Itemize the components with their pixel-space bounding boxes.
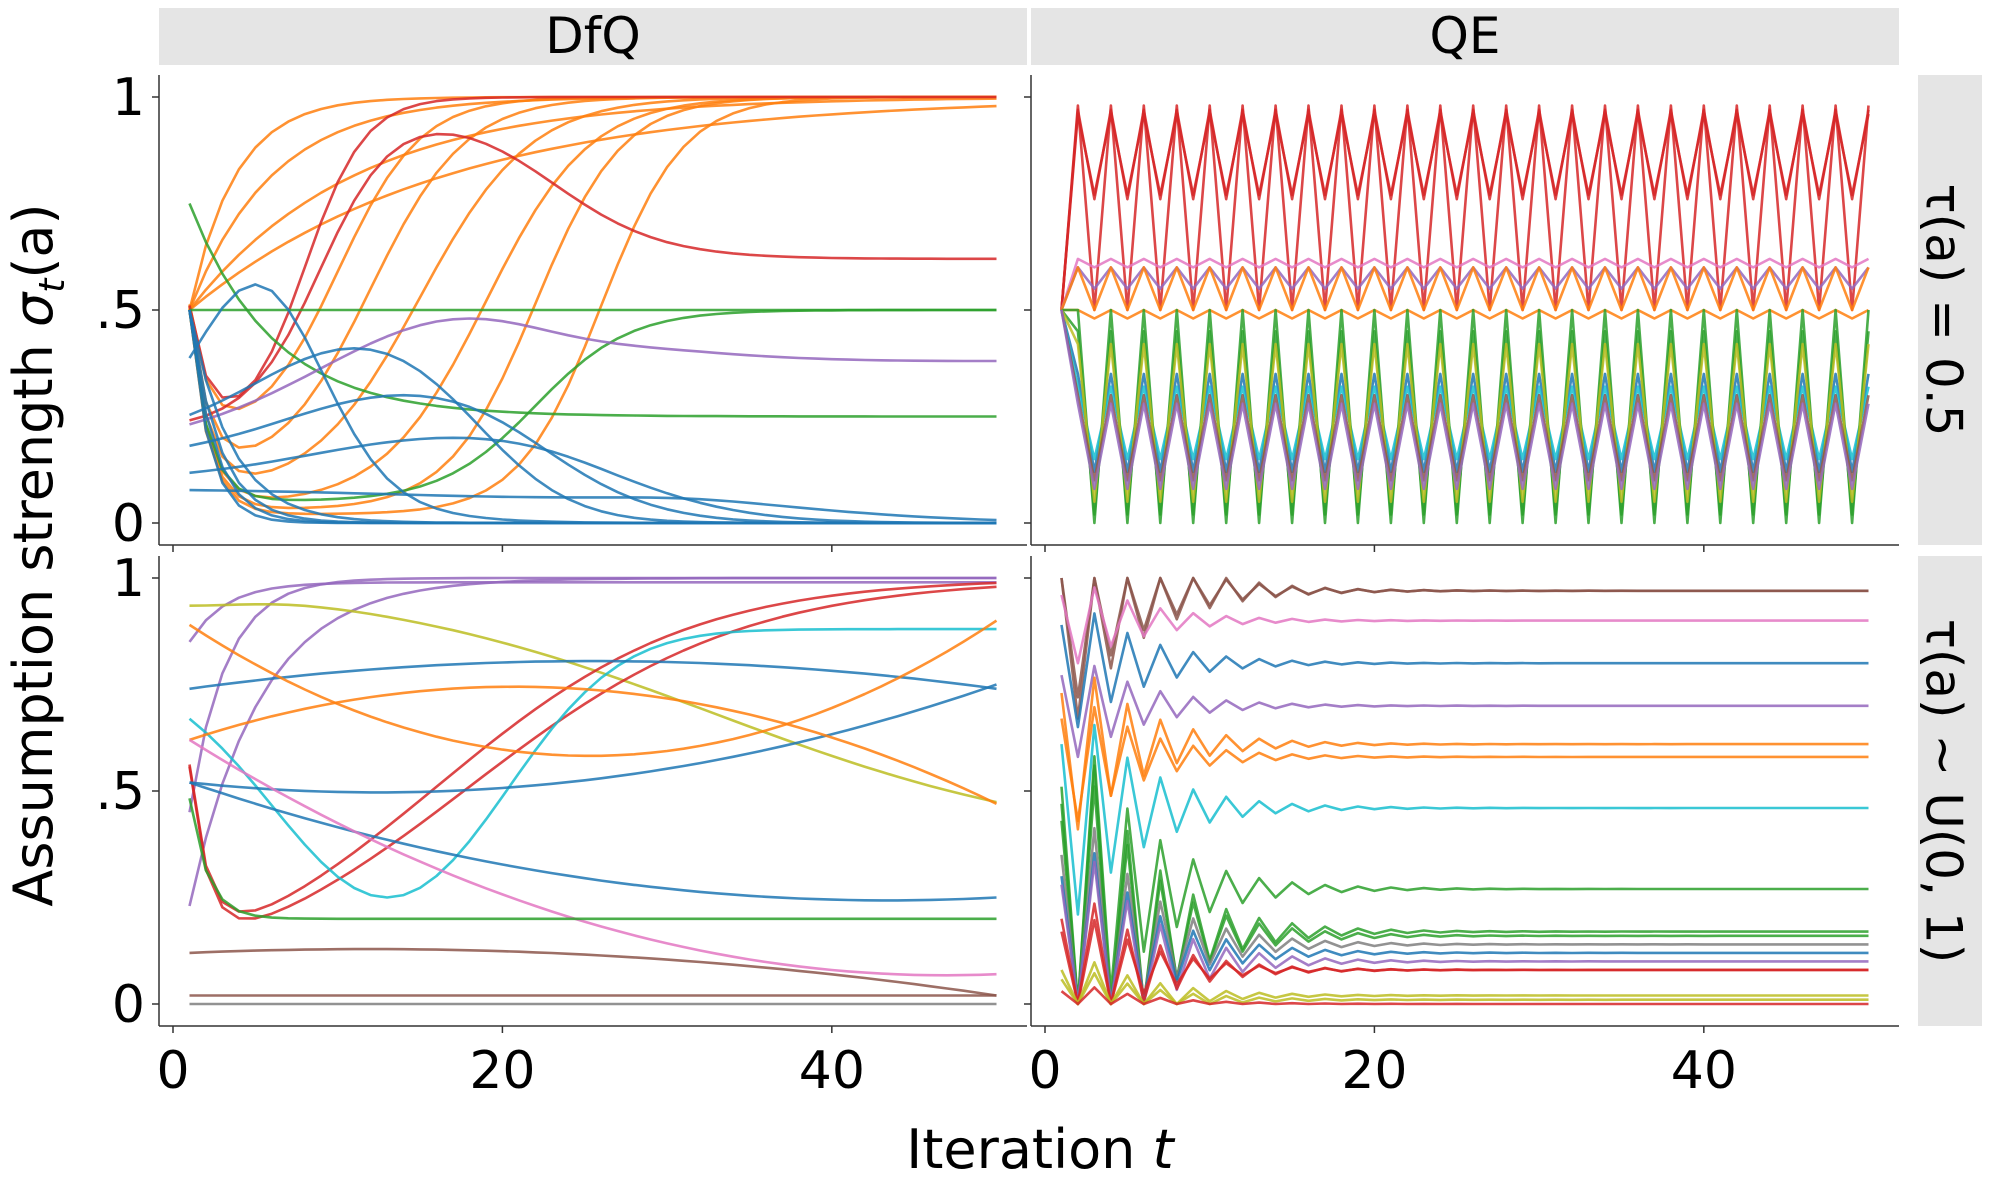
x-axis-title: Iteration t: [906, 1118, 1175, 1181]
panel-qe-fixed: [1024, 75, 1899, 552]
strip-col-qe: QE: [1430, 7, 1501, 65]
series-line: [188, 627, 997, 899]
series-line: [1060, 971, 1869, 1006]
series-line: [1060, 960, 1869, 1006]
series-line: [188, 95, 997, 499]
series-line: [1060, 104, 1870, 312]
series-line: [188, 95, 997, 510]
series-line: [1060, 754, 1869, 1006]
series-line: [188, 798, 997, 921]
series-line: [1060, 826, 1869, 1006]
series-line: [188, 619, 998, 758]
y-axis-title: Assumption strength σt(a): [2, 203, 73, 906]
series-line: [188, 581, 997, 913]
series-line: [188, 95, 997, 311]
series-line: [1060, 309, 1870, 491]
x-tick-label: 0: [1028, 1041, 1061, 1101]
series-line: [1060, 266, 1870, 312]
series-line: [189, 781, 997, 902]
strip-col-dfq: DfQ: [545, 7, 640, 65]
strip-row-fixed: τ(a) = 0.5: [1915, 184, 1973, 437]
x-axis-title-text: Iteration: [906, 1118, 1152, 1181]
series-line: [188, 104, 997, 312]
series-line: [1060, 612, 1869, 729]
series-line: [1060, 309, 1870, 482]
series-line: [188, 95, 997, 516]
series-line: [189, 488, 997, 522]
series-line: [188, 738, 997, 977]
series-line: [189, 947, 997, 997]
series-line: [1060, 112, 1870, 311]
series-line: [1060, 918, 1869, 1006]
series-line: [189, 132, 997, 422]
series-line: [1060, 586, 1869, 665]
series-line: [188, 283, 997, 525]
y-tick-label: 0: [112, 494, 145, 554]
x-axis-title-var: t: [1153, 1118, 1176, 1181]
series-line: [1060, 723, 1869, 916]
panel-qe-uniform: 0 20 40: [1024, 556, 1899, 1101]
series-line: [1061, 308, 1870, 320]
series-line: [1060, 705, 1869, 823]
x-tick-label: 20: [1341, 1041, 1407, 1101]
series-line: [1060, 785, 1869, 1006]
series-line: [1060, 576, 1869, 720]
y-axis-title-arg: (a): [2, 203, 65, 278]
y-tick-label: .5: [95, 762, 145, 822]
strip-row-uniform: τ(a) ~ U(0, 1): [1915, 619, 1973, 963]
x-tick-label: 40: [799, 1041, 865, 1101]
y-axis-title-symbol: σ: [2, 291, 65, 327]
series-line: [1060, 676, 1869, 831]
strip-col-qe-bg: [1031, 8, 1899, 65]
series-line: [188, 97, 997, 311]
y-tick-label: .5: [95, 281, 145, 341]
series-line: [1060, 257, 1870, 311]
series-line: [188, 95, 997, 311]
series-line: [1060, 576, 1869, 699]
series-line: [189, 659, 997, 691]
series-line: [189, 317, 997, 426]
series-line: [188, 585, 997, 920]
panel-dfq-fixed: 0.51: [95, 68, 1027, 554]
strip-row-uniform-bg: [1918, 556, 1982, 1026]
series-line: [188, 576, 997, 813]
x-tick-label: 0: [156, 1041, 189, 1101]
x-tick-label: 40: [1671, 1041, 1737, 1101]
series-line: [189, 436, 997, 525]
series-line: [1060, 986, 1869, 1006]
y-tick-label: 1: [112, 549, 145, 609]
series-line: [189, 602, 997, 804]
panel-dfq-uniform: 0 .5 1 0 20 40: [95, 549, 1027, 1101]
series-line: [188, 580, 997, 643]
series-line: [188, 95, 997, 449]
y-tick-label: 1: [112, 68, 145, 128]
y-axis-title-text: Assumption strength: [2, 327, 65, 907]
series-line: [1060, 664, 1869, 759]
series-line: [188, 309, 997, 525]
series-line: [189, 685, 998, 805]
series-line: [188, 95, 997, 399]
series-line: [1060, 860, 1869, 1006]
strip-col-dfq-bg: [159, 8, 1027, 65]
y-axis-title-subscript: t: [32, 277, 73, 293]
series-line: [188, 308, 997, 502]
series-line: [188, 576, 997, 907]
y-tick-label: 0: [112, 975, 145, 1035]
series-line: [1060, 851, 1869, 1006]
x-tick-label: 20: [469, 1041, 535, 1101]
strip-row-fixed-bg: [1918, 75, 1982, 545]
series-line: [1060, 764, 1869, 1006]
series-line: [189, 683, 997, 794]
